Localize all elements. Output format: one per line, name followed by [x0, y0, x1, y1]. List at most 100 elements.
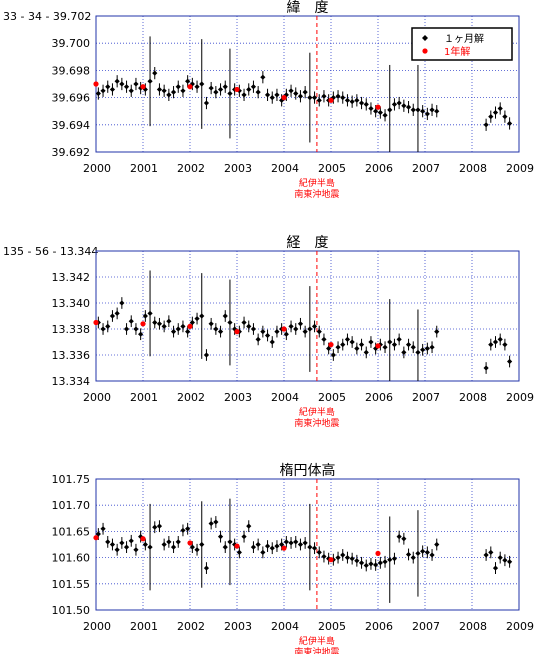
- x-tick-label: 2003: [224, 620, 252, 633]
- monthly-point: [293, 91, 298, 96]
- monthly-point: [162, 542, 167, 547]
- monthly-point: [411, 107, 416, 112]
- x-tick-label: 2009: [506, 620, 534, 633]
- monthly-point: [256, 337, 261, 342]
- x-tick-label: 2006: [365, 162, 393, 175]
- x-tick-label: 2003: [224, 391, 252, 404]
- x-tick-label: 2007: [412, 620, 440, 633]
- monthly-point: [397, 534, 402, 539]
- annual-point: [234, 87, 239, 92]
- x-tick-label: 2004: [271, 162, 299, 175]
- monthly-point: [124, 84, 129, 89]
- monthly-point: [213, 90, 218, 95]
- monthly-point: [354, 346, 359, 351]
- monthly-point: [110, 87, 115, 92]
- monthly-point: [321, 94, 326, 99]
- annual-point: [140, 321, 145, 326]
- monthly-point: [96, 91, 101, 96]
- monthly-point: [241, 320, 246, 325]
- monthly-point: [368, 561, 373, 566]
- monthly-point: [199, 542, 204, 547]
- monthly-point: [138, 332, 143, 337]
- monthly-point: [100, 526, 105, 531]
- y-tick-label: 39.692: [52, 146, 91, 159]
- monthly-point: [382, 113, 387, 118]
- legend-marker-circle: [422, 48, 427, 53]
- y-tick-label: 39.698: [52, 64, 91, 77]
- monthly-point: [340, 95, 345, 100]
- annual-point: [375, 551, 380, 556]
- y-axis-prefix-label: 33 - 34 - 39.702: [3, 10, 91, 23]
- monthly-point: [152, 71, 157, 76]
- monthly-point: [293, 539, 298, 544]
- monthly-point: [401, 536, 406, 541]
- chart-panel-3: 楕円体高101.75101.70101.65101.60101.55101.50…: [52, 462, 534, 654]
- monthly-point: [213, 326, 218, 331]
- monthly-point: [425, 550, 430, 555]
- monthly-point: [284, 539, 289, 544]
- monthly-point: [171, 90, 176, 95]
- y-tick-label: 39.694: [52, 119, 91, 132]
- monthly-point: [345, 337, 350, 342]
- x-tick-label: 2002: [177, 162, 205, 175]
- monthly-point: [199, 313, 204, 318]
- monthly-point: [194, 547, 199, 552]
- monthly-point: [251, 545, 256, 550]
- monthly-point: [484, 365, 489, 370]
- chart-title: 緯 度: [287, 0, 329, 16]
- monthly-point: [218, 329, 223, 334]
- monthly-point: [498, 106, 503, 111]
- monthly-point: [194, 316, 199, 321]
- annual-point: [93, 81, 98, 86]
- annual-point: [281, 546, 286, 551]
- monthly-point: [392, 342, 397, 347]
- monthly-point: [401, 103, 406, 108]
- monthly-point: [507, 121, 512, 126]
- y-tick-label: 13.336: [52, 349, 91, 362]
- monthly-point: [119, 540, 124, 545]
- monthly-point: [209, 85, 214, 90]
- monthly-point: [484, 552, 489, 557]
- monthly-point: [105, 324, 110, 329]
- monthly-point: [260, 550, 265, 555]
- monthly-point: [411, 555, 416, 560]
- monthly-point: [488, 550, 493, 555]
- monthly-point: [133, 326, 138, 331]
- monthly-point: [373, 562, 378, 567]
- monthly-point: [368, 106, 373, 111]
- monthly-point: [420, 549, 425, 554]
- monthly-point: [274, 92, 279, 97]
- monthly-point: [429, 107, 434, 112]
- monthly-point: [298, 94, 303, 99]
- monthly-point: [129, 88, 134, 93]
- monthly-point: [429, 345, 434, 350]
- annual-point: [281, 95, 286, 100]
- monthly-point: [406, 105, 411, 110]
- legend-label: 1年解: [444, 45, 470, 58]
- monthly-point: [493, 565, 498, 570]
- monthly-point: [392, 102, 397, 107]
- monthly-point: [298, 542, 303, 547]
- monthly-point: [129, 319, 134, 324]
- x-tick-label: 2005: [318, 391, 346, 404]
- x-tick-label: 2004: [271, 391, 299, 404]
- monthly-point: [284, 332, 289, 337]
- monthly-point: [256, 90, 261, 95]
- monthly-point: [378, 110, 383, 115]
- monthly-point: [265, 333, 270, 338]
- monthly-point: [265, 543, 270, 548]
- monthly-point: [218, 534, 223, 539]
- chart-panel-1: 緯 度33 - 34 - 39.70239.70039.69839.69639.…: [3, 0, 534, 200]
- monthly-point: [411, 345, 416, 350]
- monthly-point: [270, 339, 275, 344]
- monthly-point: [507, 559, 512, 564]
- monthly-point: [166, 319, 171, 324]
- monthly-point: [115, 311, 120, 316]
- monthly-point: [420, 347, 425, 352]
- monthly-point: [110, 313, 115, 318]
- y-tick-label: 13.342: [52, 271, 91, 284]
- monthly-point: [152, 320, 157, 325]
- monthly-point: [176, 326, 181, 331]
- monthly-point: [171, 545, 176, 550]
